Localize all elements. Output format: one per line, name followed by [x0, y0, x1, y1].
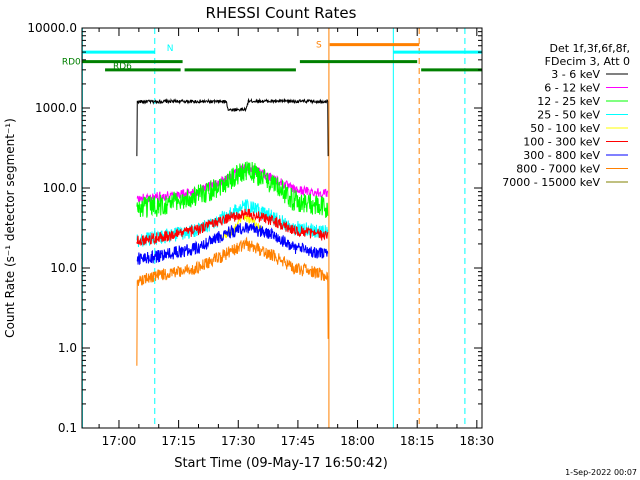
flag-label-S: S: [316, 41, 322, 51]
vertical-markers: [81, 28, 466, 428]
flag-label-N: N: [167, 44, 174, 54]
series-line-7: [136, 236, 329, 366]
flag-label-RD6: RD6: [113, 62, 132, 72]
legend-label-2: 12 - 25 keV: [537, 95, 600, 108]
legend-label-7: 800 - 7000 keV: [516, 163, 600, 176]
legend-label-0: 3 - 6 keV: [551, 68, 600, 81]
series-line-6: [136, 222, 329, 266]
flag-bars: N S RD0 RD6: [62, 41, 482, 72]
plot-frame: [81, 27, 483, 429]
y-axis: 0.1 1.0 10.0 100.0 1000.0 10000.0: [27, 21, 482, 435]
y-tick-label-5: 10000.0: [27, 21, 77, 35]
legend-label-5: 100 - 300 keV: [523, 136, 600, 149]
x-axis-label: Start Time (09-May-17 16:50:42): [174, 456, 388, 471]
legend-label-8: 7000 - 15000 keV: [502, 176, 600, 189]
x-axis: 17:00 17:15 17:30 17:45 18:00 18:15 18:30: [98, 28, 495, 448]
x-tick-label-5: 18:15: [400, 434, 435, 448]
legend-label-3: 25 - 50 keV: [537, 109, 600, 122]
series-line-3: [136, 198, 329, 248]
series-lines: [136, 97, 329, 366]
legend: Det 1f,3f,6f,8f,FDecim 3, Att 03 - 6 keV…: [502, 42, 630, 189]
x-tick-label-2: 17:30: [221, 434, 256, 448]
footer-date: 1-Sep-2022 00:07: [565, 468, 637, 477]
series-line-2: [136, 161, 329, 218]
x-tick-label-1: 17:15: [161, 434, 196, 448]
legend-header-0: Det 1f,3f,6f,8f,: [549, 42, 630, 55]
series-line-0: [136, 97, 329, 157]
flag-label-RD0: RD0: [62, 58, 81, 68]
chart-title: RHESSI Count Rates: [206, 4, 357, 22]
x-tick-label-6: 18:30: [460, 434, 495, 448]
y-tick-label-1: 1.0: [58, 341, 77, 355]
legend-label-6: 300 - 800 keV: [523, 149, 600, 162]
y-tick-label-0: 0.1: [58, 421, 77, 435]
x-tick-label-0: 17:00: [102, 434, 137, 448]
legend-label-4: 50 - 100 keV: [530, 122, 600, 135]
y-tick-label-2: 10.0: [50, 261, 77, 275]
y-tick-label-3: 100.0: [43, 181, 77, 195]
y-tick-label-4: 1000.0: [35, 101, 77, 115]
x-tick-label-4: 18:00: [340, 434, 375, 448]
legend-header-1: FDecim 3, Att 0: [545, 55, 630, 68]
series-line-5: [136, 208, 329, 246]
y-axis-label: Count Rate (s⁻¹ detector segment⁻¹): [3, 118, 17, 338]
legend-label-1: 6 - 12 keV: [544, 82, 600, 95]
x-tick-label-3: 17:45: [281, 434, 316, 448]
